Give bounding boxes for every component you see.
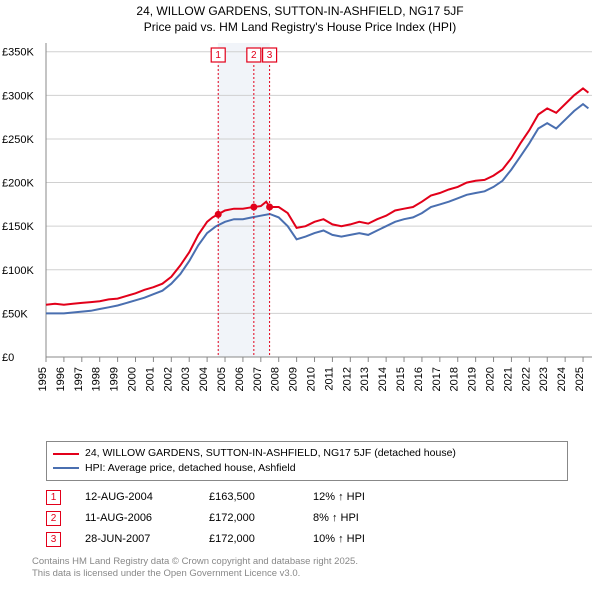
legend-swatch bbox=[53, 453, 79, 455]
x-tick-label: 2016 bbox=[413, 367, 425, 391]
x-tick-label: 2014 bbox=[377, 367, 389, 391]
sale-badge-number: 2 bbox=[251, 50, 257, 61]
sales-price: £172,000 bbox=[209, 512, 289, 524]
x-tick-label: 1995 bbox=[37, 367, 49, 391]
sale-point bbox=[266, 204, 273, 211]
sales-price: £172,000 bbox=[209, 533, 289, 545]
title-line-2: Price paid vs. HM Land Registry's House … bbox=[8, 20, 592, 36]
x-tick-label: 2012 bbox=[341, 367, 353, 391]
chart-area: £0 £50K £100K £150K £200K £250K £300K £350K 1995… bbox=[0, 37, 600, 437]
legend-row: 24, WILLOW GARDENS, SUTTON-IN-ASHFIELD, … bbox=[53, 446, 561, 461]
sales-price: £163,500 bbox=[209, 491, 289, 503]
x-tick-label: 2000 bbox=[127, 367, 139, 391]
x-tick-label: 2010 bbox=[306, 367, 318, 391]
sale-period-shade bbox=[218, 43, 270, 357]
y-tick-label: £100K bbox=[2, 265, 34, 277]
chart-titles: 24, WILLOW GARDENS, SUTTON-IN-ASHFIELD, … bbox=[0, 0, 600, 37]
y-tick-label: £50K bbox=[2, 309, 28, 321]
x-tick-label: 2023 bbox=[538, 367, 550, 391]
legend-label: HPI: Average price, detached house, Ashf… bbox=[85, 461, 296, 476]
sales-row: 3 28-JUN-2007 £172,000 10% ↑ HPI bbox=[46, 529, 568, 550]
legend: 24, WILLOW GARDENS, SUTTON-IN-ASHFIELD, … bbox=[46, 441, 568, 480]
y-tick-label: £250K bbox=[2, 134, 34, 146]
sales-badge: 2 bbox=[46, 511, 61, 526]
x-tick-label: 2002 bbox=[162, 367, 174, 391]
legend-label: 24, WILLOW GARDENS, SUTTON-IN-ASHFIELD, … bbox=[85, 446, 456, 461]
x-tick-label: 2005 bbox=[216, 367, 228, 391]
x-tick-label: 2006 bbox=[234, 367, 246, 391]
x-tick-label: 2017 bbox=[431, 367, 443, 391]
sales-date: 11-AUG-2006 bbox=[85, 512, 185, 524]
x-tick-label: 2009 bbox=[288, 367, 300, 391]
y-tick-label: £200K bbox=[2, 178, 34, 190]
x-tick-label: 2018 bbox=[449, 367, 461, 391]
sale-badge-number: 3 bbox=[267, 50, 273, 61]
x-tick-label: 2007 bbox=[252, 367, 264, 391]
sale-point bbox=[250, 204, 257, 211]
sales-badge: 1 bbox=[46, 490, 61, 505]
sales-table: 1 12-AUG-2004 £163,500 12% ↑ HPI 2 11-AUG-200… bbox=[46, 487, 568, 550]
y-tick-label: £0 bbox=[2, 352, 14, 364]
x-tick-label: 2004 bbox=[198, 367, 210, 391]
x-tick-label: 2015 bbox=[395, 367, 407, 391]
footer-attribution: Contains HM Land Registry data © Crown c… bbox=[32, 556, 568, 581]
x-tick-label: 2021 bbox=[502, 367, 514, 391]
sales-date: 28-JUN-2007 bbox=[85, 533, 185, 545]
x-tick-label: 2011 bbox=[323, 367, 335, 391]
footer-line-1: Contains HM Land Registry data © Crown c… bbox=[32, 556, 568, 568]
x-tick-label: 2024 bbox=[556, 367, 568, 391]
x-tick-label: 1996 bbox=[55, 367, 67, 391]
x-tick-label: 2020 bbox=[485, 367, 497, 391]
footer-line-2: This data is licensed under the Open Gov… bbox=[32, 568, 568, 580]
sales-hpi: 8% ↑ HPI bbox=[313, 512, 403, 524]
y-tick-label: £150K bbox=[2, 221, 34, 233]
y-tick-label: £350K bbox=[2, 47, 34, 59]
sales-badge: 3 bbox=[46, 532, 61, 547]
sales-hpi: 12% ↑ HPI bbox=[313, 491, 403, 503]
x-tick-label: 1997 bbox=[73, 367, 85, 391]
x-tick-label: 1998 bbox=[91, 367, 103, 391]
legend-swatch bbox=[53, 467, 79, 469]
sales-date: 12-AUG-2004 bbox=[85, 491, 185, 503]
x-tick-label: 2022 bbox=[520, 367, 532, 391]
sale-badge-number: 1 bbox=[215, 50, 221, 61]
title-line-1: 24, WILLOW GARDENS, SUTTON-IN-ASHFIELD, … bbox=[8, 4, 592, 20]
x-tick-label: 2013 bbox=[359, 367, 371, 391]
x-tick-label: 2019 bbox=[467, 367, 479, 391]
x-tick-label: 2025 bbox=[574, 367, 586, 391]
x-tick-label: 2008 bbox=[270, 367, 282, 391]
sales-row: 2 11-AUG-2006 £172,000 8% ↑ HPI bbox=[46, 508, 568, 529]
y-tick-label: £300K bbox=[2, 91, 34, 103]
x-tick-label: 1999 bbox=[109, 367, 121, 391]
price-chart: £0 £50K £100K £150K £200K £250K £300K £350K 1995… bbox=[0, 37, 600, 437]
sales-hpi: 10% ↑ HPI bbox=[313, 533, 403, 545]
legend-row: HPI: Average price, detached house, Ashf… bbox=[53, 461, 561, 476]
x-tick-label: 2001 bbox=[144, 367, 156, 391]
x-tick-label: 2003 bbox=[180, 367, 192, 391]
sale-point bbox=[215, 211, 222, 218]
sales-row: 1 12-AUG-2004 £163,500 12% ↑ HPI bbox=[46, 487, 568, 508]
